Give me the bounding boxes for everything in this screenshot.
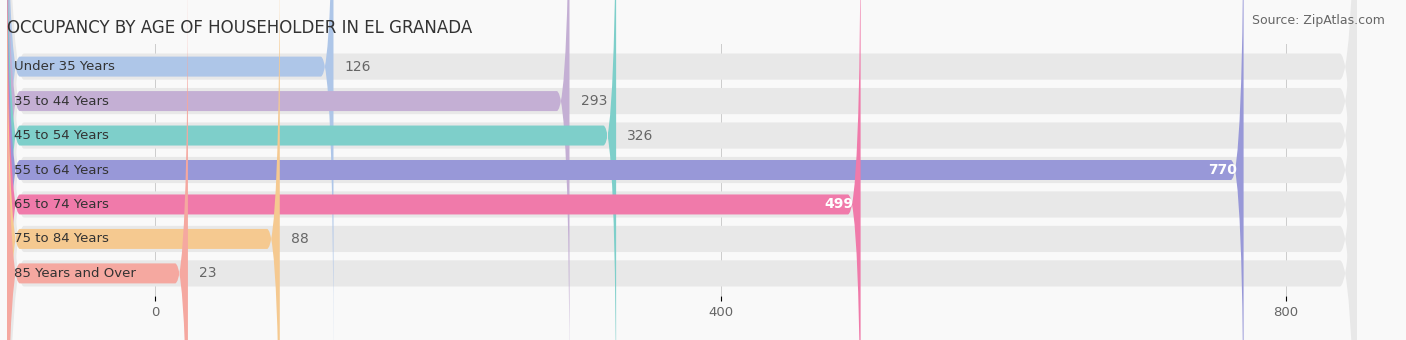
Text: 23: 23 [200, 267, 217, 280]
Text: 326: 326 [627, 129, 654, 142]
Text: 499: 499 [824, 198, 853, 211]
FancyBboxPatch shape [7, 0, 1243, 340]
Text: Under 35 Years: Under 35 Years [14, 60, 115, 73]
Text: 75 to 84 Years: 75 to 84 Years [14, 233, 110, 245]
Text: 35 to 44 Years: 35 to 44 Years [14, 95, 110, 107]
FancyBboxPatch shape [7, 0, 616, 340]
FancyBboxPatch shape [7, 0, 1357, 340]
FancyBboxPatch shape [7, 0, 1357, 340]
Text: 126: 126 [344, 59, 371, 73]
Text: 45 to 54 Years: 45 to 54 Years [14, 129, 110, 142]
Text: Source: ZipAtlas.com: Source: ZipAtlas.com [1251, 14, 1385, 27]
FancyBboxPatch shape [7, 0, 280, 340]
Text: 293: 293 [581, 94, 607, 108]
FancyBboxPatch shape [7, 0, 1357, 340]
FancyBboxPatch shape [7, 0, 569, 340]
Text: 770: 770 [1208, 163, 1236, 177]
FancyBboxPatch shape [7, 0, 333, 340]
FancyBboxPatch shape [7, 0, 1357, 340]
FancyBboxPatch shape [7, 0, 1357, 340]
FancyBboxPatch shape [7, 0, 1357, 340]
Text: 85 Years and Over: 85 Years and Over [14, 267, 136, 280]
FancyBboxPatch shape [7, 0, 1357, 340]
Text: 65 to 74 Years: 65 to 74 Years [14, 198, 110, 211]
FancyBboxPatch shape [7, 0, 188, 340]
FancyBboxPatch shape [7, 0, 860, 340]
Text: OCCUPANCY BY AGE OF HOUSEHOLDER IN EL GRANADA: OCCUPANCY BY AGE OF HOUSEHOLDER IN EL GR… [7, 19, 472, 37]
Text: 55 to 64 Years: 55 to 64 Years [14, 164, 110, 176]
Text: 88: 88 [291, 232, 309, 246]
